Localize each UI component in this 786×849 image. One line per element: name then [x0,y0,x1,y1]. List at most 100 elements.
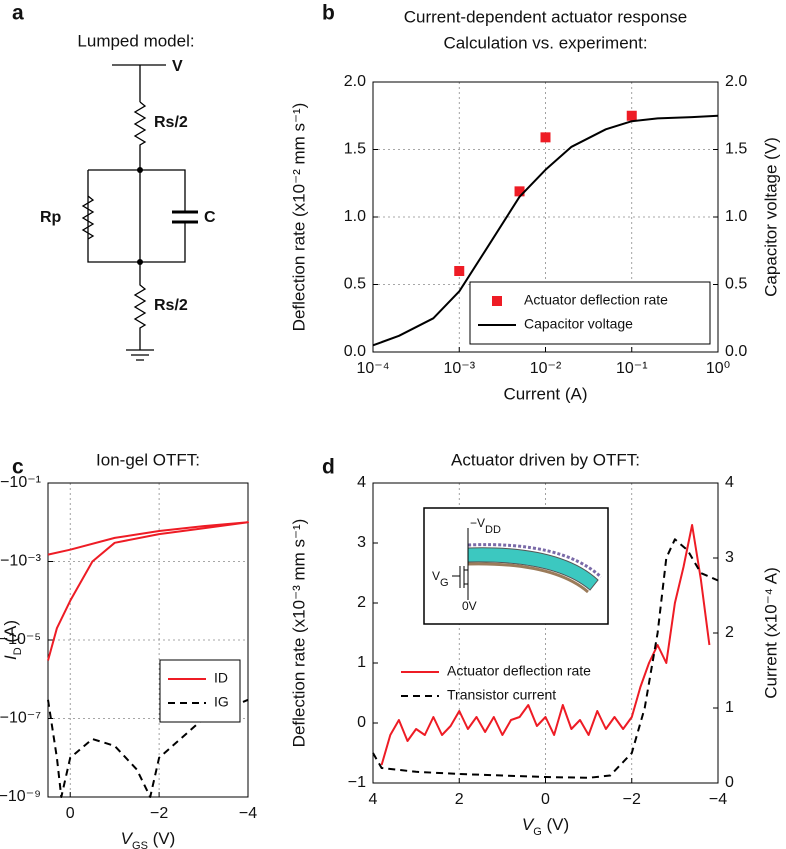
y2-tick-label: 2 [725,624,734,641]
inset-electrode [467,562,589,594]
y2-tick-label: 4 [725,474,734,491]
x-tick-label: 4 [369,791,378,808]
legend-label: Transistor current [447,687,556,703]
plot-frame [47,482,249,798]
legend-label: IG [214,694,229,710]
label-rs: Rs/2 [154,114,188,131]
label-part: DD [485,524,501,536]
series-line [380,524,711,766]
label-v: V [172,58,183,75]
series-line [372,538,719,779]
legend-label: Actuator deflection rate [447,663,591,679]
x-axis-label: VGS (V) [121,829,176,849]
point [514,186,525,197]
inset-label: VG [432,569,449,589]
label-part: (V) [542,815,569,834]
y2-tick-label: 1.5 [725,141,747,158]
capacitor [172,210,198,224]
y-tick-label: −1 [348,774,366,791]
x-tick-label: 2 [455,791,464,808]
label-part: G [533,826,542,838]
label-part: V [432,569,440,583]
x-tick-label: −4 [709,791,727,808]
series-line [372,114,719,347]
legend-label: ID [214,670,228,686]
y-tick-label: 0.0 [344,343,366,360]
circuit-diagram: a Lumped model: V Rs/2 Rp C Rs/2 [12,2,216,361]
y2-tick-label: 0 [725,774,734,791]
y-tick-label: −10⁻³ [0,553,42,570]
inset-cantilever [467,547,599,591]
label-part: I [1,655,20,660]
plot-frame [372,482,719,784]
x-tick-label: −2 [623,791,641,808]
label-rs: Rs/2 [154,297,188,314]
point [626,110,637,121]
inset-label: 0V [462,599,477,613]
y2-tick-label: 1.0 [725,208,747,225]
x-axis-label: VG (V) [522,815,569,837]
y-tick-label: 2 [357,594,366,611]
label-c: C [204,209,216,226]
x-tick-label: 0 [541,791,550,808]
label-part: G [440,577,449,589]
panel-label: b [322,2,335,25]
series-line [47,521,249,661]
x-tick-label: 10⁻² [530,360,562,377]
y-tick-label: 0.5 [344,276,366,293]
legend-box [469,281,711,345]
y2-tick-label: 0.0 [725,343,747,360]
inset-label: −VDD [470,516,501,536]
x-tick-label: 0 [66,805,75,822]
y2-tick-label: 3 [725,549,734,566]
chart-title: Current-dependent actuator response [404,7,688,26]
point [540,132,551,143]
y-tick-label: −10⁻⁹ [0,788,41,805]
label-part: GS [132,840,148,849]
y-tick-label: −10⁻⁷ [0,710,41,727]
y2-axis-label: Current (x10⁻⁴ A) [761,567,780,699]
x-axis-label: Current (A) [503,384,587,403]
legend-label: Capacitor voltage [524,316,633,332]
node [137,259,143,265]
x-tick-label: 10⁻¹ [616,360,648,377]
x-tick-label: −4 [239,805,257,822]
label-part: (A) [1,620,20,647]
y-tick-label: 4 [357,474,366,491]
chart-subtitle: Calculation vs. experiment: [443,33,647,52]
node [137,167,143,173]
inset-transistor [452,528,469,600]
legend-box [159,659,241,723]
y2-tick-label: 2.0 [725,73,747,90]
x-tick-label: 10⁻⁴ [356,360,389,377]
y-tick-label: −10⁻⁵ [0,631,41,648]
chart-title: Actuator driven by OTFT: [451,450,640,469]
plot-frame [372,81,719,353]
y-tick-label: 1.0 [344,208,366,225]
chart-title: Ion-gel OTFT: [96,450,200,469]
label-part: V [121,829,134,848]
x-tick-label: 10⁰ [706,360,730,377]
y-axis-label: Deflection rate (x10⁻² mm s⁻¹) [289,103,308,332]
panel-label: a [12,2,24,25]
label-part: 0V [462,599,477,613]
y-tick-label: 1 [357,654,366,671]
label-part: V [522,815,535,834]
y-axis-label: ID (A) [1,620,23,660]
y-tick-label: 2.0 [344,73,366,90]
legend-label: Actuator deflection rate [524,292,668,308]
label-part: −V [470,516,485,530]
x-tick-label: −2 [150,805,168,822]
y-axis-label: Deflection rate (x10⁻³ mm s⁻¹) [289,519,308,748]
label-rp: Rp [40,209,62,226]
y-tick-label: 3 [357,534,366,551]
y2-tick-label: 0.5 [725,276,747,293]
point [454,266,465,276]
diagram-title: Lumped model: [77,31,194,50]
y-tick-label: 0 [357,714,366,731]
label-part: D [12,647,24,655]
legend-swatch [492,296,502,306]
label-part: (V) [148,829,175,848]
inset-electrode [467,543,603,579]
